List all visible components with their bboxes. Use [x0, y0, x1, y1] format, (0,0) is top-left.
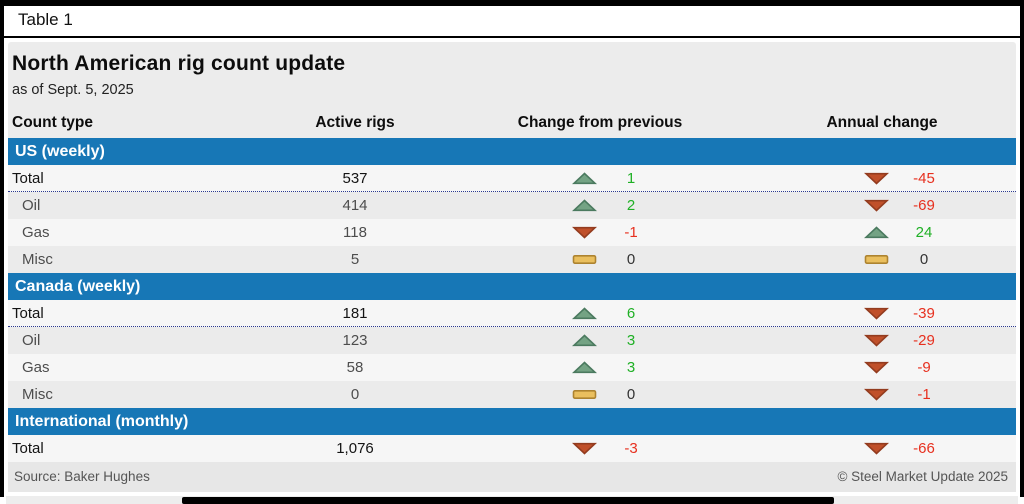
frame-border-left — [0, 0, 4, 497]
change-from-previous-value: 0 — [626, 251, 636, 268]
annual-change-value: -9 — [917, 359, 931, 376]
copyright-notice: © Steel Market Update 2025 — [837, 469, 1008, 484]
down-triangle-icon — [864, 381, 889, 408]
active-rigs-value: 118 — [343, 224, 367, 241]
change-from-previous-value: 3 — [626, 332, 636, 349]
flat-dash-icon — [572, 381, 597, 408]
row-label: Total — [12, 440, 44, 457]
up-triangle-icon — [572, 354, 597, 381]
section-header-bar: International (monthly) — [8, 408, 1016, 435]
flat-dash-icon — [864, 246, 889, 273]
column-header-annual-change: Annual change — [826, 114, 938, 131]
change-from-previous-value: 1 — [626, 170, 636, 187]
active-rigs-value: 123 — [342, 332, 368, 349]
up-triangle-icon — [864, 219, 889, 246]
header-rule — [4, 36, 1020, 38]
down-triangle-icon — [864, 354, 889, 381]
active-rigs-value: 1,076 — [336, 440, 374, 457]
annual-change-value: -1 — [917, 386, 931, 403]
title-area: North American rig count update as of Se… — [8, 42, 1016, 108]
table-row: Misc 0 0 -1 — [8, 381, 1016, 408]
annual-change-value: -39 — [913, 305, 935, 322]
table-row: Oil 123 3 -29 — [8, 327, 1016, 354]
down-triangle-icon — [572, 219, 597, 246]
source-credit: Source: Baker Hughes — [14, 469, 150, 484]
footer-row: Source: Baker Hughes © Steel Market Upda… — [8, 462, 1016, 492]
down-triangle-icon — [864, 165, 889, 192]
annual-change-value: -69 — [913, 197, 935, 214]
annual-change-value: 24 — [915, 224, 933, 241]
down-triangle-icon — [864, 435, 889, 462]
row-label: Gas — [22, 359, 50, 376]
table-row: Total 181 6 -39 — [8, 300, 1016, 327]
active-rigs-value: 181 — [342, 305, 368, 322]
table-number-strip: Table 1 — [4, 6, 1020, 36]
page-title: North American rig count update — [12, 52, 346, 75]
table-row: Gas 118 -1 24 — [8, 219, 1016, 246]
rig-count-table-panel: North American rig count update as of Se… — [8, 42, 1016, 492]
up-triangle-icon — [572, 327, 597, 354]
table-row: Total 537 1 -45 — [8, 165, 1016, 192]
row-label: Total — [12, 170, 44, 187]
frame-border-top — [0, 0, 1024, 6]
up-triangle-icon — [572, 165, 597, 192]
column-header-change-prev: Change from previous — [517, 114, 683, 131]
down-triangle-icon — [864, 300, 889, 327]
change-from-previous-value: 6 — [626, 305, 636, 322]
change-from-previous-value: 3 — [626, 359, 636, 376]
section-header-bar: US (weekly) — [8, 138, 1016, 165]
change-from-previous-value: -1 — [624, 224, 638, 241]
active-rigs-value: 414 — [342, 197, 368, 214]
row-label: Misc — [22, 386, 53, 403]
table-row: Oil 414 2 -69 — [8, 192, 1016, 219]
section-header-bar: Canada (weekly) — [8, 273, 1016, 300]
change-from-previous-value: 0 — [626, 386, 636, 403]
up-triangle-icon — [572, 192, 597, 219]
frame-border-right — [1020, 0, 1024, 497]
row-label: Gas — [22, 224, 50, 241]
column-header-row: Count type Active rigs Change from previ… — [8, 108, 1016, 138]
change-from-previous-value: -3 — [624, 440, 638, 457]
down-triangle-icon — [864, 192, 889, 219]
active-rigs-value: 0 — [350, 386, 360, 403]
active-rigs-value: 58 — [346, 359, 364, 376]
column-header-count-type: Count type — [12, 114, 93, 131]
annual-change-value: 0 — [919, 251, 929, 268]
row-label: Misc — [22, 251, 53, 268]
down-triangle-icon — [864, 327, 889, 354]
active-rigs-value: 5 — [350, 251, 360, 268]
up-triangle-icon — [572, 300, 597, 327]
down-triangle-icon — [572, 435, 597, 462]
annual-change-value: -29 — [913, 332, 935, 349]
table-body: US (weekly) Total 537 1 -45 Oil 414 2 -6… — [8, 138, 1016, 462]
annual-change-value: -45 — [913, 170, 935, 187]
table-number-label: Table 1 — [18, 10, 73, 29]
table-row: Gas 58 3 -9 — [8, 354, 1016, 381]
active-rigs-value: 537 — [342, 170, 368, 187]
column-header-active-rigs: Active rigs — [315, 114, 395, 131]
row-label: Total — [12, 305, 44, 322]
flat-dash-icon — [572, 246, 597, 273]
row-label: Oil — [22, 332, 41, 349]
page-subtitle: as of Sept. 5, 2025 — [12, 82, 134, 98]
table-row: Total 1,076 -3 -66 — [8, 435, 1016, 462]
annual-change-value: -66 — [913, 440, 935, 457]
change-from-previous-value: 2 — [626, 197, 636, 214]
frame-border-bottom — [182, 497, 834, 504]
table-row: Misc 5 0 0 — [8, 246, 1016, 273]
row-label: Oil — [22, 197, 41, 214]
